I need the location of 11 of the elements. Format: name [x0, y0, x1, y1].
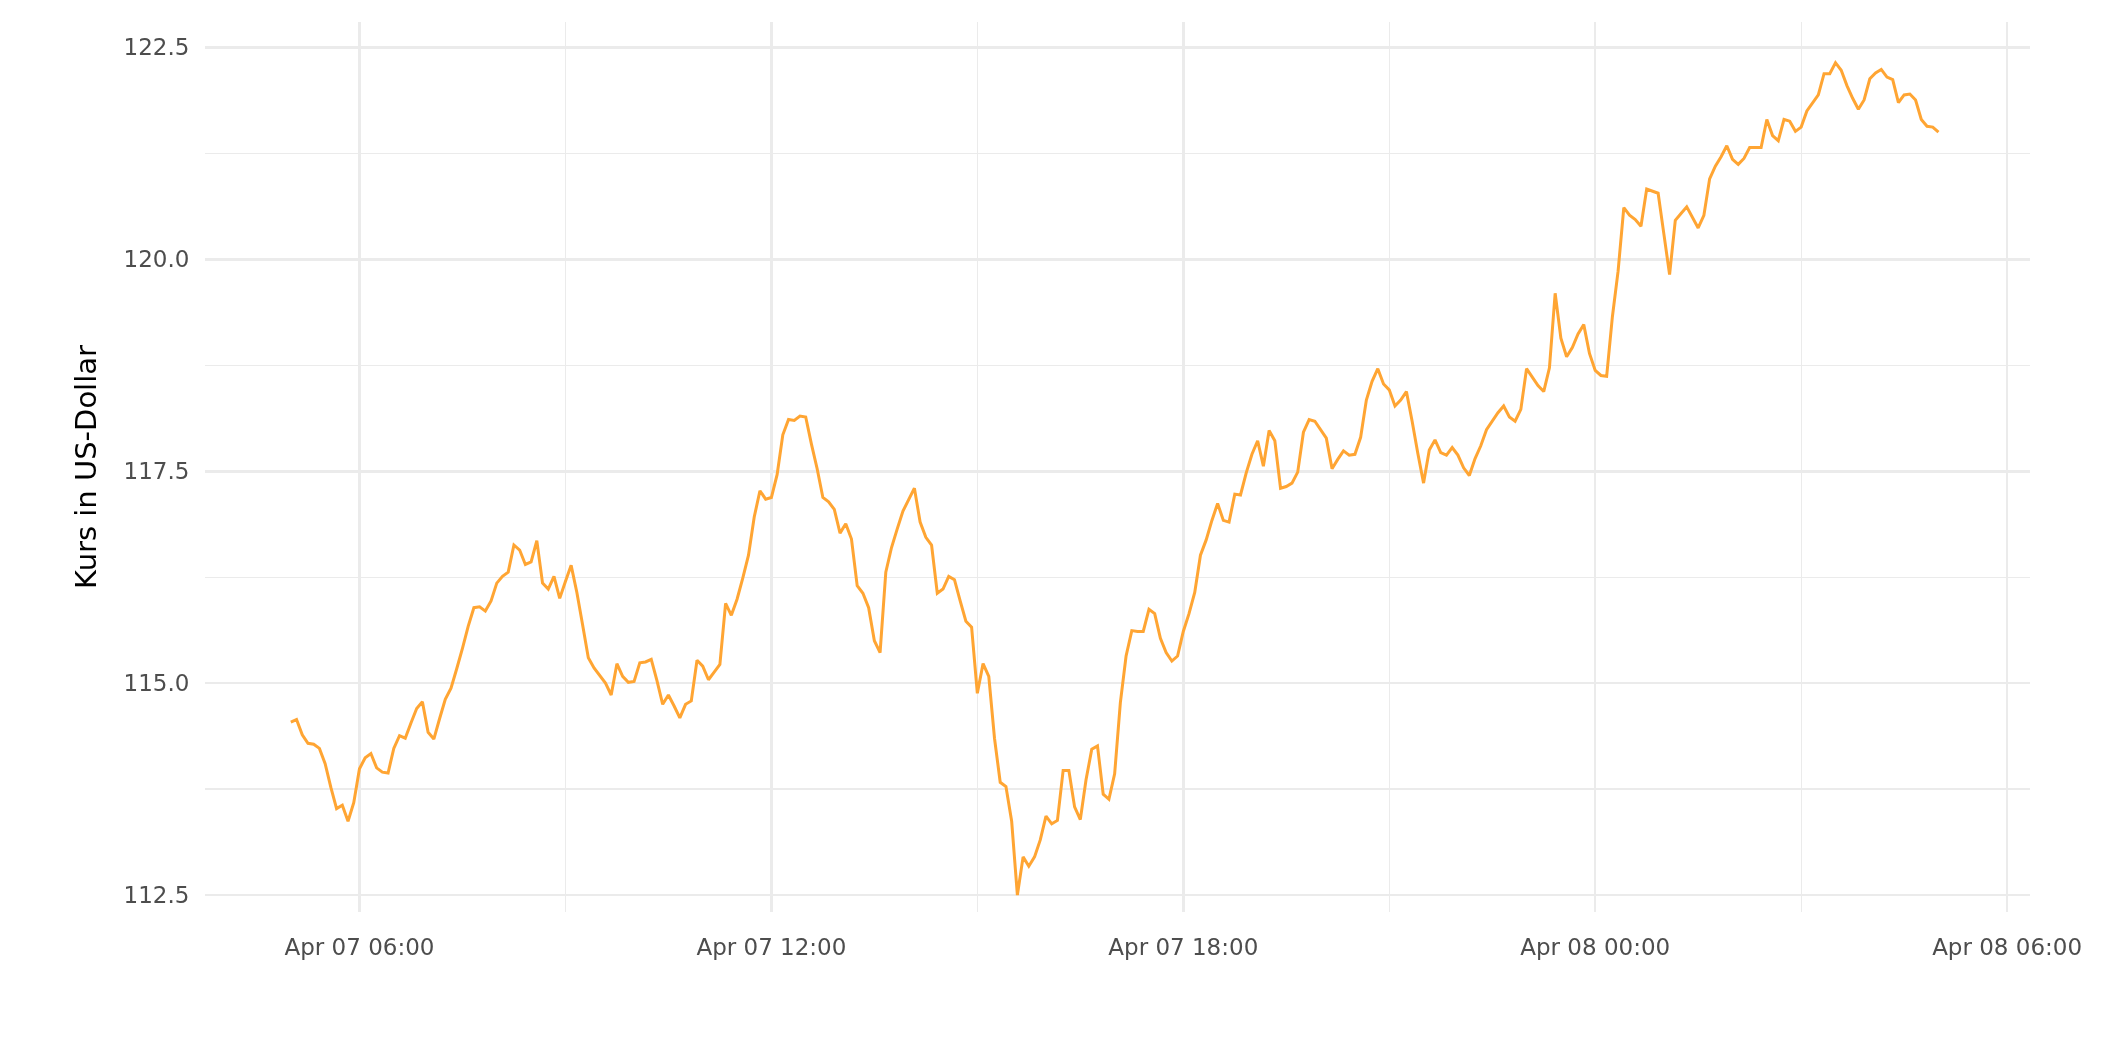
x-tick-label: Apr 07 06:00	[284, 933, 435, 960]
y-axis-title: Kurs in US-Dollar	[68, 345, 103, 589]
x-tick-label: Apr 08 00:00	[1520, 933, 1671, 960]
y-tick-label: 122.5	[123, 34, 190, 61]
y-tick-label: 112.5	[123, 882, 190, 909]
y-tick-label: 115.0	[123, 670, 190, 697]
x-tick-label: Apr 07 18:00	[1108, 933, 1259, 960]
x-tick-label: Apr 07 12:00	[696, 933, 847, 960]
x-tick-label: Apr 08 06:00	[1932, 933, 2083, 960]
y-tick-label: 120.0	[123, 246, 190, 273]
y-tick-label: 117.5	[123, 458, 190, 485]
